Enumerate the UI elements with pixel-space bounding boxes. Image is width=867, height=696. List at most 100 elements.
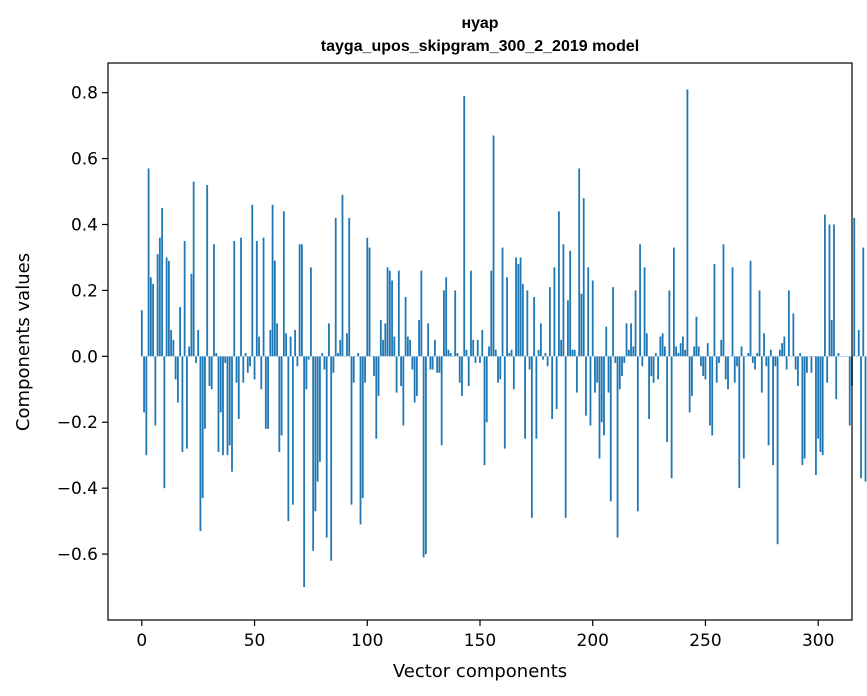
- bar: [781, 343, 784, 357]
- bar: [539, 323, 542, 357]
- bar: [197, 329, 200, 357]
- bar: [224, 356, 227, 363]
- bar: [612, 287, 614, 357]
- bar: [616, 356, 619, 538]
- bar: [767, 356, 770, 446]
- bar: [456, 353, 459, 357]
- bar: [208, 356, 211, 386]
- bar: [643, 267, 646, 357]
- bar: [704, 356, 707, 380]
- bar: [562, 244, 565, 357]
- bar: [291, 356, 294, 505]
- bar: [267, 356, 269, 429]
- bar: [659, 336, 662, 357]
- bar: [348, 217, 351, 357]
- x-tick-label: 100: [351, 631, 383, 651]
- bar: [176, 356, 179, 403]
- bar: [244, 353, 247, 357]
- bar: [183, 240, 186, 357]
- bar: [718, 356, 720, 363]
- bar: [864, 356, 867, 482]
- bar: [181, 356, 184, 452]
- bar: [605, 326, 608, 357]
- bar: [686, 89, 689, 357]
- bar: [711, 356, 714, 436]
- bar: [289, 336, 292, 357]
- bar: [564, 356, 567, 518]
- bar: [663, 346, 666, 357]
- bar: [535, 356, 538, 439]
- bar: [537, 349, 540, 357]
- bar: [521, 283, 524, 357]
- bar: [276, 323, 278, 357]
- bar: [544, 353, 547, 357]
- bar: [589, 356, 592, 426]
- bar: [330, 356, 333, 561]
- bar: [262, 237, 265, 357]
- bar: [848, 356, 851, 426]
- bar: [787, 290, 790, 357]
- y-tick-label: 0.0: [71, 347, 98, 367]
- bar: [298, 244, 301, 357]
- bar: [751, 356, 754, 363]
- bar: [630, 323, 632, 357]
- bar: [666, 356, 669, 443]
- bar: [778, 349, 781, 357]
- bar: [526, 290, 529, 357]
- bar: [170, 329, 173, 357]
- bar: [765, 356, 768, 367]
- bar: [231, 356, 233, 472]
- bar: [199, 356, 202, 532]
- bar: [332, 356, 335, 373]
- bar: [470, 270, 472, 357]
- bar: [824, 214, 826, 357]
- bar: [679, 343, 682, 357]
- bar: [411, 356, 414, 370]
- bar: [285, 333, 288, 357]
- bar: [303, 356, 306, 588]
- bar: [350, 356, 353, 505]
- y-tick-label: −0.4: [57, 479, 98, 499]
- bar: [810, 356, 813, 373]
- bar: [654, 353, 657, 357]
- bar: [794, 356, 797, 370]
- bar: [429, 356, 432, 370]
- bar: [449, 353, 452, 357]
- bar: [837, 353, 840, 357]
- bar: [862, 247, 865, 357]
- bar: [167, 260, 170, 357]
- bar: [742, 356, 745, 459]
- bar: [375, 356, 378, 439]
- bar: [490, 270, 493, 357]
- bar: [307, 356, 310, 360]
- bar: [506, 277, 508, 357]
- bar: [222, 356, 224, 456]
- bar: [769, 349, 772, 357]
- bar: [346, 333, 348, 357]
- bar: [815, 356, 817, 475]
- bar: [492, 135, 495, 357]
- bar: [215, 353, 218, 357]
- bar: [357, 353, 360, 357]
- bar: [632, 346, 635, 357]
- bar: [454, 290, 457, 357]
- bar: [483, 356, 486, 466]
- bar: [661, 333, 664, 357]
- bar: [269, 329, 272, 357]
- bar: [379, 320, 382, 357]
- bar: [260, 356, 263, 390]
- y-tick-label: −0.6: [57, 545, 98, 565]
- bar: [758, 290, 761, 357]
- bar: [580, 293, 583, 357]
- bar: [528, 356, 531, 370]
- bar: [258, 336, 260, 357]
- bar: [833, 224, 835, 357]
- bar: [684, 349, 687, 357]
- bar: [373, 356, 375, 377]
- bar: [174, 356, 177, 380]
- bar: [591, 280, 594, 357]
- bar: [774, 356, 777, 367]
- x-tick-label: 300: [802, 631, 834, 651]
- bar: [625, 323, 628, 357]
- bar: [400, 356, 402, 386]
